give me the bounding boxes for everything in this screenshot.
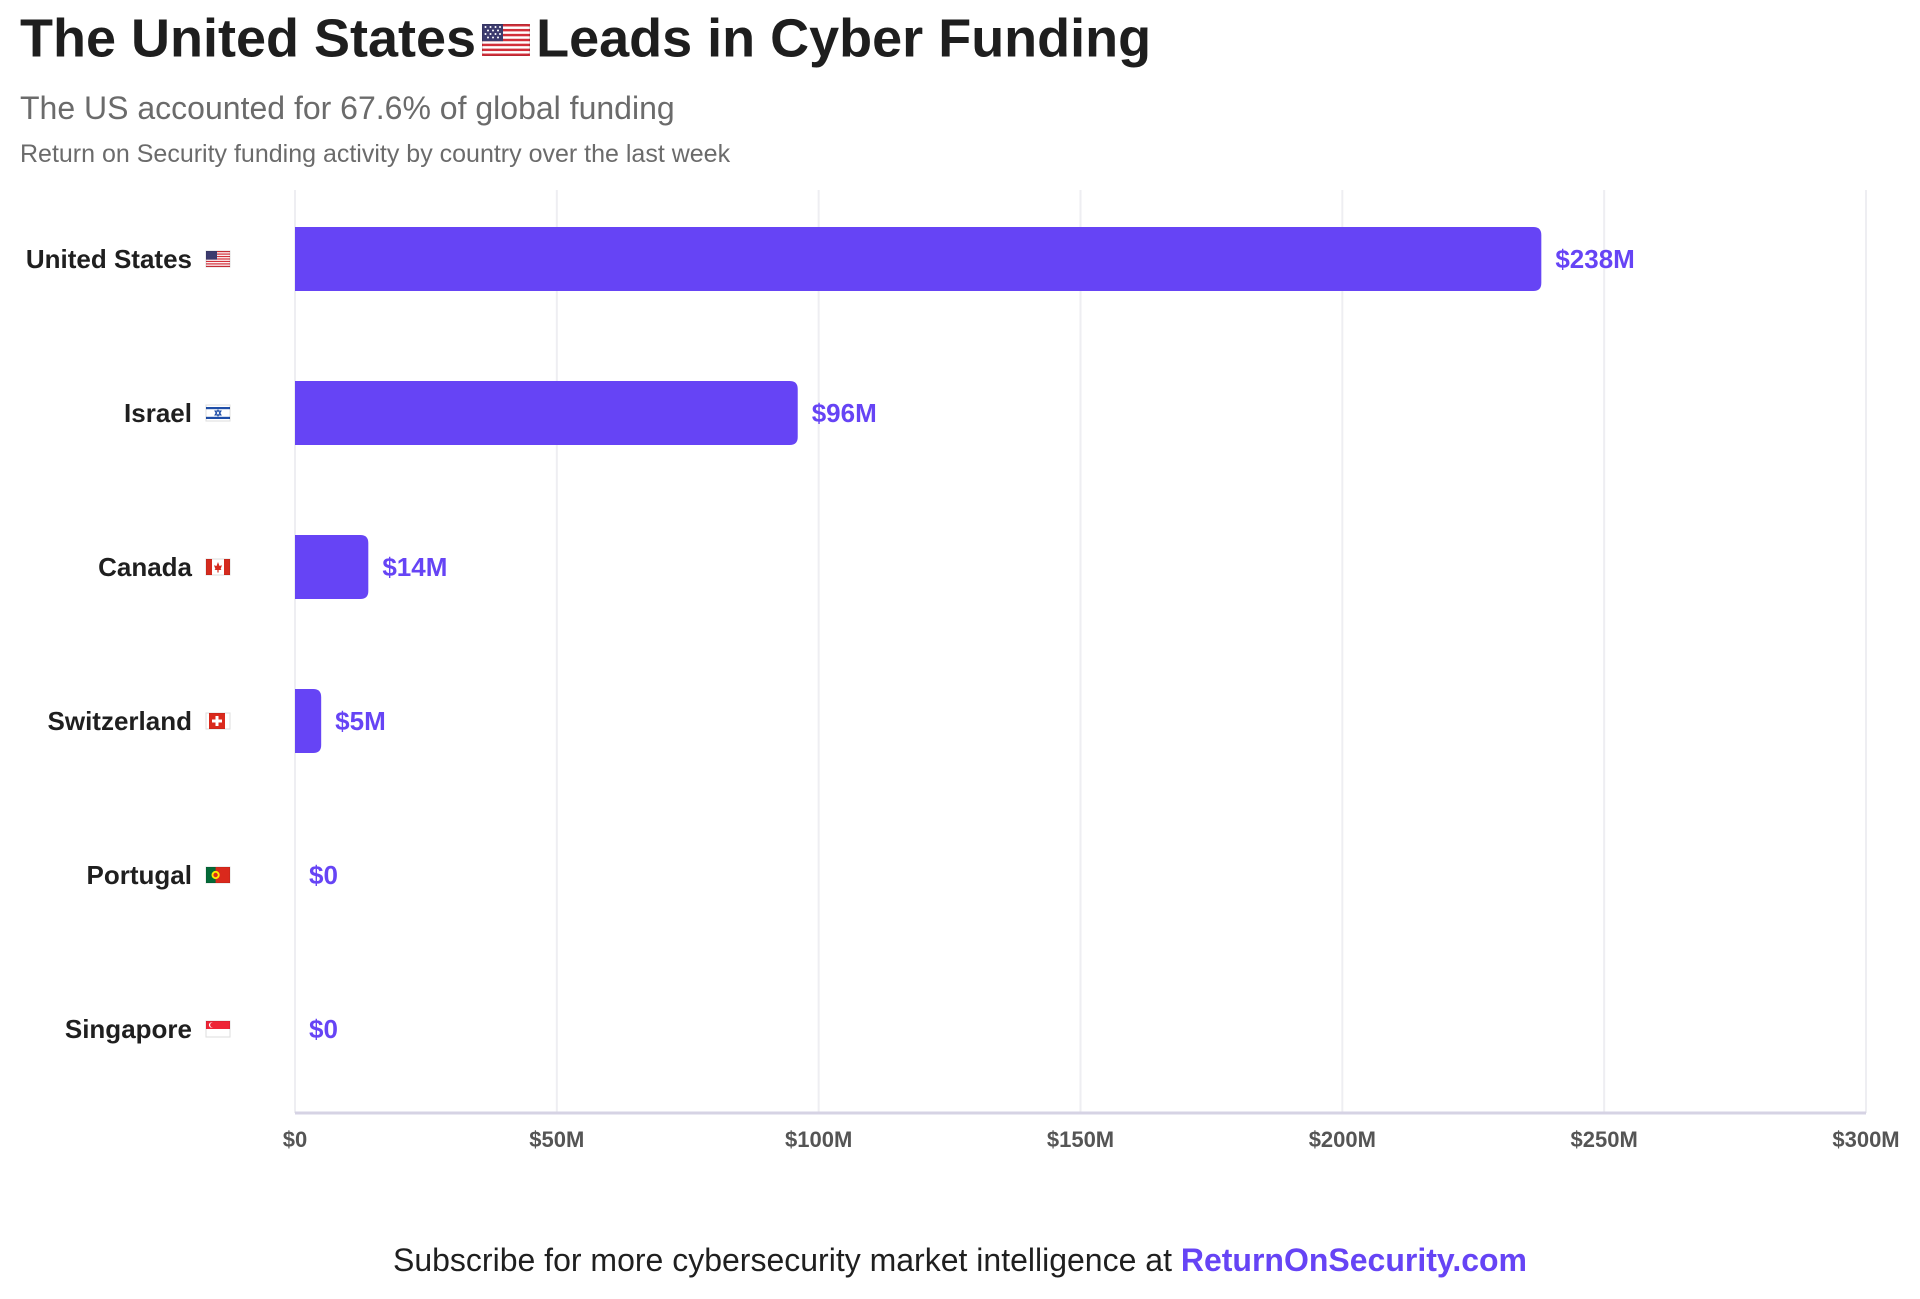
category-labels: United States Israel Canada Switzerland Port…	[26, 244, 193, 1044]
footer: Subscribe for more cybersecurity market …	[0, 1242, 1920, 1279]
x-tick-label: $150M	[1047, 1127, 1114, 1152]
gridlines	[294, 190, 1867, 1113]
category-label: Switzerland	[48, 706, 192, 736]
title-text-start: The United States	[20, 8, 477, 69]
x-tick-labels: $0 $50M $100M $150M $200M $250M $300M	[283, 1127, 1900, 1152]
bar-chart: $238M $96M $14M $5M $0 $0 United States Israel…	[26, 190, 1900, 1152]
chart-title: The United States Leads in Cyber Funding	[20, 6, 1900, 78]
us-flag-icon	[205, 250, 231, 268]
footer-text: Subscribe for more cybersecurity market …	[392, 1242, 1172, 1278]
chart-subtitle: The US accounted for 67.6% of global fun…	[20, 90, 675, 126]
israel-flag-icon	[205, 404, 231, 422]
value-labels: $238M $96M $14M $5M $0 $0	[309, 244, 1635, 1044]
chart-description: Return on Security funding activity by c…	[20, 140, 731, 168]
value-label: $5M	[335, 706, 386, 736]
bars	[295, 227, 1542, 753]
value-label: $14M	[382, 552, 447, 582]
chart-header: The United States Leads in Cyber Funding …	[20, 6, 1900, 170]
bar-canada	[295, 535, 369, 599]
bar-united-states	[295, 227, 1542, 291]
return-on-security-link[interactable]: ReturnOnSecurity.com	[1180, 1242, 1527, 1278]
category-label: Canada	[98, 552, 192, 582]
x-tick-label: $200M	[1309, 1127, 1376, 1152]
us-flag-icon	[482, 6, 531, 70]
canada-flag-icon	[205, 558, 231, 576]
category-flags	[205, 250, 231, 1038]
x-tick-label: $100M	[785, 1127, 852, 1152]
singapore-flag-icon	[205, 1020, 231, 1038]
portugal-flag-icon	[205, 866, 231, 884]
category-label: Israel	[124, 398, 192, 428]
category-label: Singapore	[65, 1014, 192, 1044]
value-label: $0	[309, 1014, 338, 1044]
category-label: Portugal	[87, 860, 192, 890]
x-tick-label: $0	[283, 1127, 307, 1152]
x-tick-label: $50M	[529, 1127, 584, 1152]
x-tick-label: $250M	[1571, 1127, 1638, 1152]
bar-switzerland	[295, 689, 322, 753]
value-label: $238M	[1555, 244, 1635, 274]
value-label: $96M	[812, 398, 877, 428]
switzerland-flag-icon	[205, 712, 231, 730]
title-text-end: Leads in Cyber Funding	[536, 8, 1152, 69]
value-label: $0	[309, 860, 338, 890]
x-tick-label: $300M	[1832, 1127, 1899, 1152]
category-label: United States	[26, 244, 192, 274]
bar-israel	[295, 381, 798, 445]
